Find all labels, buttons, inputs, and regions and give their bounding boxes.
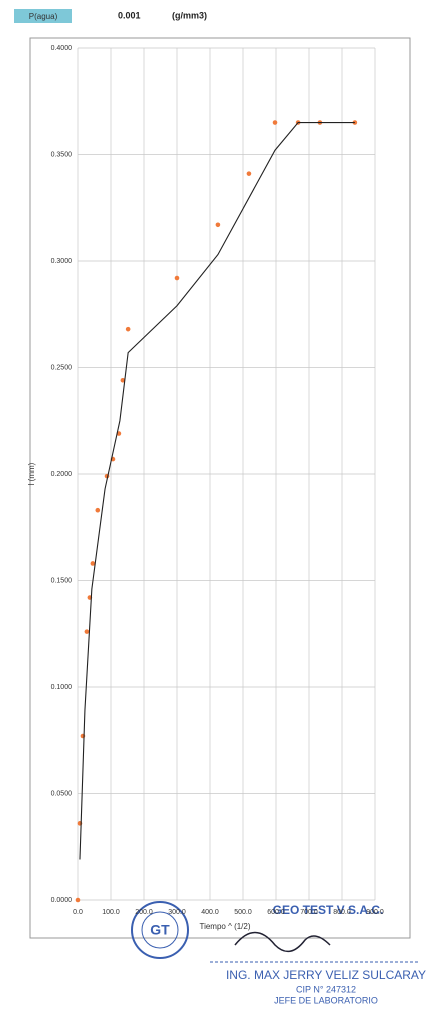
point: [120, 377, 126, 383]
y-tick-label: 0.0500: [51, 790, 73, 797]
point: [246, 171, 252, 176]
y-tick-label: 0.2000: [51, 471, 73, 478]
y-tick-label: 0.3500: [51, 151, 73, 158]
point: [174, 275, 180, 281]
point: [84, 629, 90, 634]
svg-text:GT: GT: [150, 922, 170, 938]
x-tick-label: 100.0: [102, 909, 120, 916]
line: [79, 122, 355, 860]
stamp: GT: [131, 901, 420, 963]
x-tick-label: 700.0: [300, 909, 318, 916]
point: [90, 561, 96, 566]
x-tick-label: 400.0: [201, 909, 219, 916]
cip: CIP N° 247312: [296, 984, 356, 994]
x-tick-label: 900.0: [366, 909, 384, 916]
y-axis-title: l (mm): [27, 462, 36, 485]
role: JEFE DE LABORATORIO: [274, 995, 378, 1005]
chart-frame: [29, 37, 411, 939]
x-tick-label: 300.0: [168, 909, 186, 916]
x-axis-title: Tiempo ^ (1/2): [199, 922, 250, 931]
x-tick-label: 600.0: [267, 909, 285, 916]
point: [75, 897, 81, 903]
y-tick-label: 0.1500: [51, 577, 73, 584]
x-tick-label: 0.0: [73, 909, 83, 916]
y-tick-label: 0.1000: [51, 684, 73, 691]
point: [215, 222, 221, 228]
x-tick-label: 500.0: [234, 909, 252, 916]
header-label: P(agua): [29, 12, 58, 21]
y-tick-label: 0.2500: [51, 364, 73, 371]
point: [95, 507, 101, 513]
x-tick-label: 800.0: [333, 909, 351, 916]
y-tick-label: 0.0000: [51, 897, 73, 904]
point: [125, 326, 131, 332]
x-tick-label: 200.0: [135, 909, 153, 916]
y-tick-label: 0.4000: [51, 45, 73, 52]
header-unit: (g/mm3): [172, 10, 207, 20]
header-value: 0.001: [118, 10, 141, 20]
point: [272, 120, 278, 125]
header-box: [14, 9, 72, 23]
engineer: ING. MAX JERRY VELIZ SULCARAY: [226, 968, 426, 982]
y-tick-label: 0.3000: [51, 258, 73, 265]
company: GEO TEST V S.A.C.: [273, 903, 384, 917]
